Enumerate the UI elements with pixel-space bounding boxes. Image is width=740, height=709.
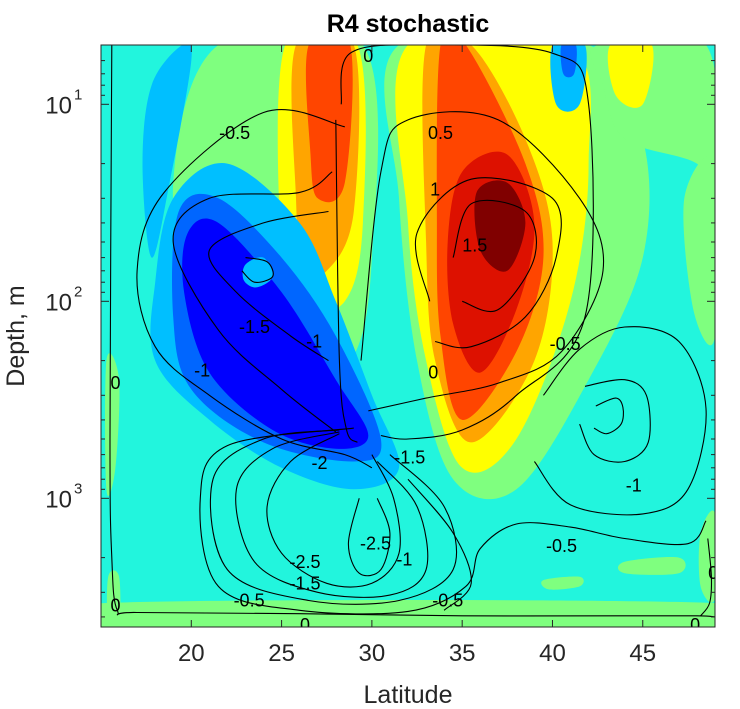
filled-region — [617, 557, 686, 575]
filled-region — [550, 45, 587, 112]
y-axis-label: Depth, m — [2, 285, 30, 386]
contour-label-layer: 0-0.5 0.511.5-1.5-1-10-0.50-1.5-2-1-2.5 -0… — [110, 46, 718, 635]
contour-label: 0 — [110, 595, 120, 615]
contour-label: 0 — [363, 46, 373, 66]
contour-line — [700, 538, 713, 617]
filled-region — [560, 45, 577, 78]
x-tick-label: 45 — [629, 640, 656, 667]
filled-region — [182, 218, 369, 449]
contour-line-layer — [109, 45, 715, 618]
contour-line — [199, 427, 707, 615]
contour-label: 0.5 — [428, 123, 453, 143]
contour-line — [533, 326, 707, 516]
contour-line — [109, 45, 715, 618]
contour-label: 0 — [708, 563, 718, 583]
contour-line — [335, 119, 358, 443]
contour-label: 0 — [110, 373, 120, 393]
contour-line — [579, 378, 651, 463]
contour-label: -1.5 — [290, 573, 321, 593]
contour-line — [414, 177, 562, 349]
contour-label: 0 — [300, 615, 310, 635]
x-axis-label: Latitude — [364, 681, 453, 709]
contour-label: 1.5 — [462, 235, 487, 255]
y-tick-exponent: 2 — [74, 283, 82, 300]
contour-label: -0.5 — [550, 334, 581, 354]
contour-label: -1 — [306, 332, 322, 352]
filled-region — [541, 576, 584, 590]
filled-contour-layer — [101, 45, 715, 627]
contour-line — [452, 199, 537, 313]
filled-region — [474, 180, 526, 272]
chart-title: R4 stochastic — [327, 10, 490, 38]
y-tick-label: 10 — [45, 289, 72, 316]
contour-line — [209, 429, 458, 605]
contour-label: 0 — [428, 363, 438, 383]
x-axis: 20 25 30 35 40 45 — [178, 45, 656, 667]
contour-line — [407, 478, 472, 611]
plot-area: 0-0.5 0.511.5-1.5-1-10-0.50-1.5-2-1-2.5 -0… — [101, 45, 718, 635]
contour-label: 0 — [690, 615, 700, 635]
contour-line — [266, 433, 401, 588]
x-tick-label: 35 — [449, 640, 476, 667]
contour-line — [340, 45, 594, 440]
contour-label: -0.5 — [432, 590, 463, 610]
contour-label: -1 — [626, 475, 642, 495]
y-tick-exponent: 1 — [74, 86, 82, 103]
contour-line — [235, 431, 429, 598]
filled-region — [607, 45, 654, 108]
contour-line — [360, 111, 605, 412]
filled-region — [105, 353, 120, 497]
filled-region — [683, 156, 715, 346]
contour-label: -2.5 — [360, 534, 391, 554]
x-tick-label: 30 — [359, 640, 386, 667]
contour-line — [136, 108, 373, 469]
contour-line — [208, 210, 329, 362]
y-tick-label: 10 — [45, 486, 72, 513]
y-tick-exponent: 3 — [74, 480, 82, 497]
y-tick-label: 10 — [45, 92, 72, 119]
contour-label: -1.5 — [394, 447, 425, 467]
x-tick-label: 40 — [539, 640, 566, 667]
contour-label: -1.5 — [239, 317, 270, 337]
contour-line — [241, 257, 274, 283]
contour-label: -0.5 — [219, 123, 250, 143]
contour-label: -2.5 — [290, 552, 321, 572]
contour-line — [593, 397, 624, 435]
contour-line — [347, 498, 391, 577]
x-tick-label: 25 — [268, 640, 295, 667]
contour-line — [172, 171, 337, 433]
contour-label: 1 — [430, 179, 440, 199]
x-tick-label: 20 — [178, 640, 205, 667]
filled-region — [101, 600, 715, 627]
contour-label: -0.5 — [546, 536, 577, 556]
plot-frame — [100, 44, 716, 628]
contour-label: -2 — [312, 453, 328, 473]
contour-label: -1 — [396, 550, 412, 570]
contour-label: -0.5 — [234, 590, 265, 610]
contour-label: -1 — [194, 361, 210, 381]
filled-region — [142, 45, 192, 258]
